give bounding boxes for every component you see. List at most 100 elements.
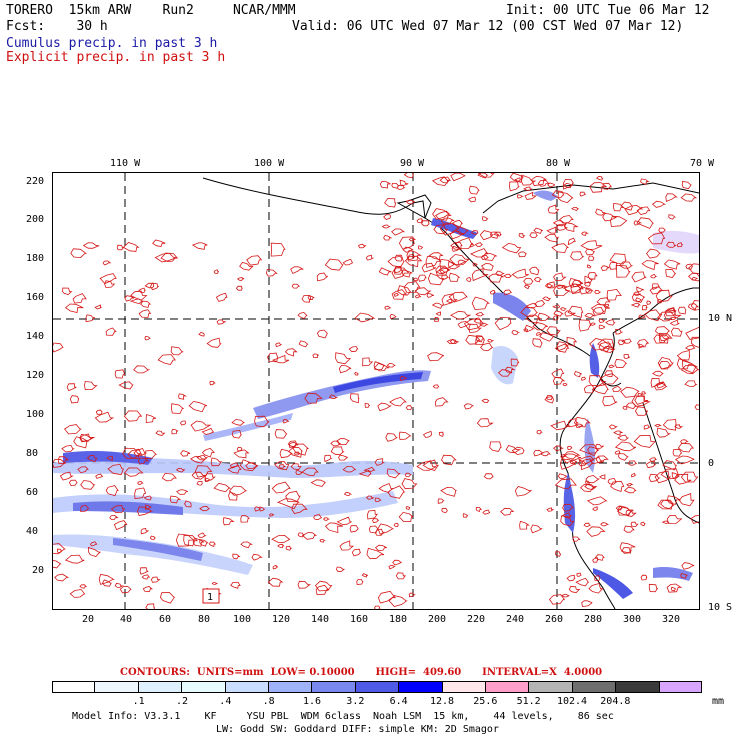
precip-contour [674,424,684,429]
precip-contour [570,283,584,295]
precip-contour [435,265,451,276]
precip-contour [505,445,522,454]
precip-contour [648,583,659,593]
precip-contour [133,365,151,374]
y-tick: 120 [26,370,45,381]
init-time: Init: 00 UTC Tue 06 Mar 12 [506,3,710,18]
precip-contour [338,454,349,461]
precip-contour [137,506,154,516]
precip-contour [171,428,179,435]
precip-contour [150,576,161,583]
precip-contour [619,261,634,269]
precip-contour [216,319,227,325]
precip-contour [228,491,239,501]
precip-contour [610,480,625,493]
precip-contour [184,500,192,508]
precip-contour [615,505,623,511]
legend-label: 12.8 [429,696,455,707]
x-tick: 280 [584,614,603,625]
precip-contour [544,283,554,289]
precip-contour [64,303,84,313]
precip-contour [617,505,635,516]
precip-contour [563,222,579,233]
explicit-precip-label: Explicit precip. in past 3 h [6,50,226,65]
precip-contour [301,295,312,303]
precip-contour [272,565,279,570]
precip-contour [364,403,371,408]
x-tick: 80 [198,614,211,625]
precip-contour [441,507,448,514]
precip-contour [662,419,677,431]
precip-contour [580,240,603,250]
precip-contour [79,584,88,589]
precip-contour [213,482,232,493]
precip-contour [470,230,479,235]
precip-contour [271,481,291,494]
precip-contour [551,243,570,254]
precip-contour [670,586,677,592]
precip-contour [637,339,650,348]
precip-contour [602,212,617,222]
precip-contour [383,234,393,241]
legend-swatch [442,681,487,693]
precip-contour [209,380,216,386]
x-tick: 160 [350,614,369,625]
precip-contour [349,525,359,533]
precip-contour [531,175,547,187]
precip-contour [204,473,216,482]
precip-contour [610,215,628,227]
precip-contour [170,346,184,356]
precip-contour [72,293,87,304]
precip-contour [561,593,570,598]
precip-contour [397,285,412,296]
precip-contour [681,360,699,374]
precip-contour [680,365,699,375]
precip-contour [432,384,440,389]
x-tick: 20 [82,614,95,625]
precip-contour [583,384,596,394]
precip-contour [349,393,360,404]
precip-contour [99,273,117,285]
precip-contour [597,338,614,351]
precip-contour [613,430,624,436]
precip-contour [581,231,589,236]
precip-contour [417,274,427,282]
precip-contour [678,493,695,507]
precip-contour [301,532,318,540]
precip-contour [643,424,651,430]
precip-contour [609,253,627,265]
precip-contour [578,319,592,332]
precip-contour [378,267,392,276]
precip-contour [602,182,613,190]
precip-contour [555,284,565,289]
precip-contour [389,396,408,407]
y-tick: 160 [26,292,45,303]
precip-contour [579,484,596,493]
legend-label: 51.2 [516,696,541,707]
precip-contour [553,315,559,321]
precip-contour [645,248,661,259]
legend-swatch [95,681,139,693]
precip-contour [551,190,565,198]
precip-contour [265,268,278,277]
marker-box [202,588,220,604]
precip-contour [413,277,418,282]
precip-contour [633,220,643,226]
precip-contour [472,262,478,267]
precip-contour [514,177,521,182]
precip-contour [284,348,298,357]
precip-contour [649,457,657,462]
precip-contour [576,572,582,577]
x-tick: 180 [389,614,408,625]
legend-swatch [616,681,660,693]
precip-contour [585,287,594,294]
y-tick: 80 [26,448,39,459]
precip-contour [532,338,543,348]
precip-contour [144,282,155,289]
precip-contour [612,385,623,392]
precip-contour [138,309,152,318]
precip-contour [656,427,672,438]
precip-contour [525,302,538,309]
precip-contour [554,478,577,489]
precip-contour [567,445,573,450]
